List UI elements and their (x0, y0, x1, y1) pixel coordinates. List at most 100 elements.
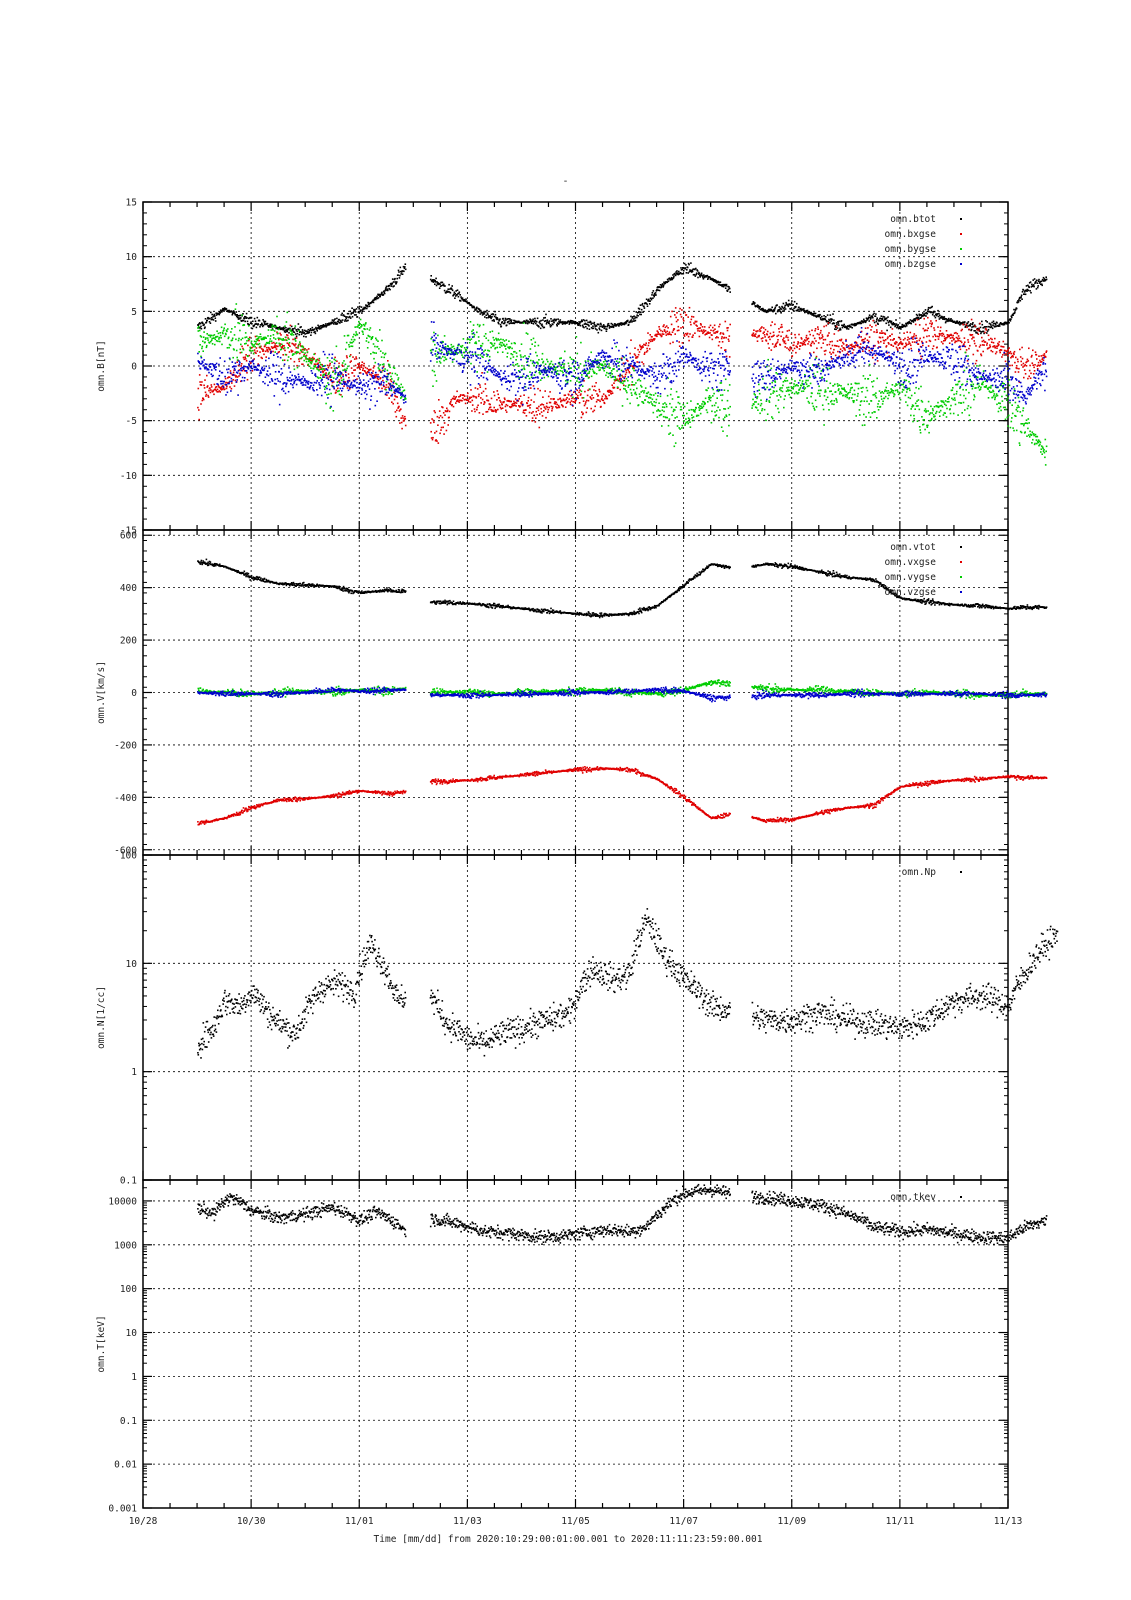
data-point (803, 308, 805, 310)
data-point (597, 394, 600, 397)
data-point (565, 398, 567, 401)
data-point (341, 379, 343, 382)
data-point (981, 330, 984, 333)
data-point (473, 334, 476, 336)
data-point (219, 388, 222, 390)
data-point (221, 310, 223, 313)
data-point (789, 396, 792, 399)
data-point (305, 360, 308, 363)
data-point (662, 403, 664, 405)
data-point (665, 334, 668, 336)
data-point (724, 416, 726, 419)
data-point (609, 390, 612, 392)
data-point (463, 300, 465, 302)
data-point (776, 341, 779, 343)
data-point (774, 380, 776, 382)
data-point (630, 339, 632, 341)
data-point (303, 359, 305, 362)
data-point (254, 323, 256, 326)
data-point (646, 305, 649, 307)
data-point (820, 329, 822, 332)
data-point (949, 334, 951, 336)
data-point (468, 341, 471, 344)
data-point (197, 406, 199, 409)
data-point (215, 389, 217, 392)
data-point (358, 327, 361, 329)
data-point (332, 370, 335, 372)
data-point (523, 367, 525, 369)
data-point (693, 268, 695, 270)
data-point (784, 395, 786, 397)
data-point (247, 338, 250, 340)
data-point (765, 310, 767, 313)
data-point (1017, 301, 1020, 303)
data-point (725, 285, 727, 287)
data-point (311, 361, 313, 363)
data-point (505, 324, 508, 326)
data-point (621, 379, 624, 382)
data-point (630, 392, 633, 394)
data-point (215, 340, 218, 342)
data-point (400, 271, 403, 273)
data-point (628, 371, 630, 373)
data-point (294, 351, 297, 354)
data-point (855, 323, 857, 325)
data-point (701, 326, 704, 328)
data-point (457, 344, 459, 347)
data-point (1033, 278, 1036, 280)
data-point (555, 366, 557, 369)
data-point (253, 349, 256, 351)
data-point (353, 309, 356, 312)
data-point (712, 329, 715, 332)
data-point (201, 399, 204, 402)
data-point (343, 335, 346, 337)
data-point (495, 317, 498, 320)
data-point (934, 333, 936, 336)
data-point (452, 345, 455, 348)
data-point (386, 369, 389, 372)
data-point (316, 376, 319, 378)
data-point (349, 310, 352, 313)
data-point (598, 369, 600, 372)
data-point (657, 333, 660, 335)
data-point (963, 323, 965, 326)
data-point (453, 293, 455, 296)
data-point (314, 352, 316, 355)
data-point (468, 351, 470, 354)
data-point (877, 323, 879, 325)
data-point (873, 331, 875, 333)
data-point (436, 415, 439, 418)
data-point (331, 385, 334, 387)
data-point (597, 362, 600, 364)
data-point (489, 315, 491, 317)
data-point (265, 337, 267, 339)
data-point (960, 340, 962, 342)
data-point (871, 315, 874, 318)
data-point (755, 401, 757, 403)
data-point (225, 308, 228, 310)
data-point (782, 340, 785, 342)
data-point (935, 335, 937, 338)
data-point (301, 356, 303, 359)
data-point (591, 364, 593, 366)
data-point (888, 343, 890, 345)
data-point (928, 339, 931, 342)
data-point (580, 393, 582, 395)
data-point (783, 379, 786, 382)
data-point (529, 348, 532, 350)
data-point (354, 311, 357, 313)
data-point (448, 291, 451, 293)
data-point (921, 315, 923, 318)
data-point (447, 345, 449, 348)
data-point (476, 331, 478, 334)
data-point (504, 317, 507, 320)
data-point (670, 278, 672, 281)
data-point (629, 388, 632, 391)
data-point (432, 340, 435, 343)
data-point (788, 349, 791, 352)
data-point (1028, 375, 1030, 378)
data-point (516, 355, 518, 358)
data-point (623, 380, 626, 383)
data-point (579, 321, 581, 324)
data-point (599, 322, 602, 325)
